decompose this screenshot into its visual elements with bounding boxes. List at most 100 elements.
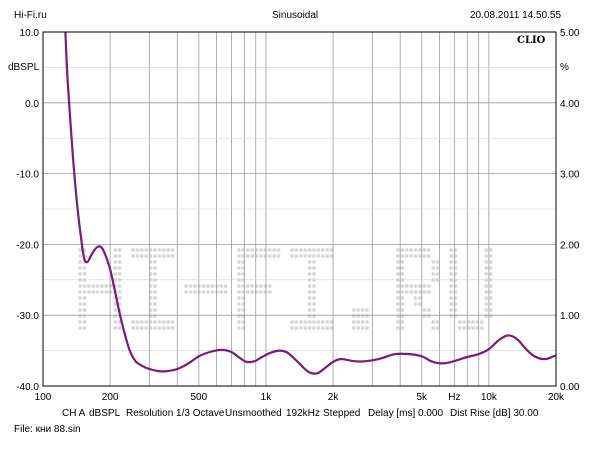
watermark-dot	[488, 290, 493, 294]
x-tick-label: 100	[35, 392, 52, 403]
watermark-dot	[290, 320, 294, 324]
watermark-dot	[157, 254, 162, 258]
watermark-dot	[91, 290, 96, 294]
watermark-dot	[131, 248, 135, 252]
y2-tick-label: 0.00	[560, 382, 580, 393]
watermark-dot	[422, 254, 427, 258]
x-tick-label: 5k	[416, 392, 428, 403]
watermark-dot	[351, 326, 356, 330]
watermark-dot	[294, 254, 299, 258]
y2-tick-label: 3.00	[560, 170, 580, 181]
watermark-dot	[409, 284, 414, 288]
watermark-dot	[237, 248, 241, 252]
watermark-dot	[418, 290, 422, 294]
watermark-dot	[365, 308, 369, 312]
x-tick-label: Hz	[448, 392, 460, 403]
y-axis-label: dBSPL	[8, 62, 40, 73]
watermark-dot	[95, 290, 100, 294]
watermark-dot	[488, 284, 493, 288]
watermark-dot	[303, 248, 308, 252]
watermark-dot	[484, 284, 489, 288]
watermark-dot	[471, 326, 475, 330]
watermark-dot	[237, 302, 241, 306]
watermark-dot	[449, 254, 453, 258]
x-tick-label: 1k	[261, 392, 273, 403]
watermark-dot	[290, 248, 294, 252]
watermark-dot	[131, 326, 135, 330]
watermark-dot	[157, 248, 162, 252]
watermark-dot	[117, 254, 122, 258]
watermark-dot	[153, 260, 157, 264]
watermark-dot	[484, 308, 489, 312]
watermark-dot	[400, 308, 405, 312]
watermark-dot	[113, 326, 118, 330]
watermark-dot	[254, 248, 259, 252]
watermark-dot	[82, 302, 87, 306]
watermark-dot	[113, 260, 118, 264]
watermark-dot	[144, 326, 149, 330]
watermark-dot	[78, 248, 82, 252]
y2-tick-label: 4.00	[560, 99, 580, 110]
watermark-dot	[78, 308, 82, 312]
watermark-dot	[400, 302, 405, 306]
watermark-dot	[223, 284, 228, 288]
watermark-dot	[153, 284, 157, 288]
watermark-dot	[396, 284, 400, 288]
watermark-dot	[303, 254, 308, 258]
watermark-dot	[206, 284, 210, 288]
watermark-dot	[78, 260, 82, 264]
y2-tick-label: 2.00	[560, 240, 580, 251]
watermark-dot	[117, 260, 122, 264]
watermark-dot	[153, 320, 157, 324]
footer-mode: Stepped	[323, 408, 361, 419]
series-layer	[64, 31, 557, 375]
watermark-dot	[294, 320, 299, 324]
watermark-dot	[91, 284, 96, 288]
watermark-dot	[117, 266, 122, 270]
watermark-dot	[400, 296, 405, 300]
y-tick-label: -10.0	[16, 170, 39, 181]
watermark-dot	[95, 284, 100, 288]
watermark-dot	[153, 308, 157, 312]
watermark-dot	[484, 266, 489, 270]
watermark-dot	[254, 254, 259, 258]
watermark-dot	[484, 302, 489, 306]
watermark-dot	[307, 320, 312, 324]
watermark-dot	[396, 320, 400, 324]
watermark-dot	[267, 284, 272, 288]
watermark-dot	[192, 284, 197, 288]
watermark-dot	[356, 308, 361, 312]
watermark-dot	[400, 248, 405, 252]
watermark-dot	[113, 302, 118, 306]
watermark-dot	[223, 290, 228, 294]
y-tick-label: 0.0	[25, 99, 39, 110]
watermark-dot	[263, 248, 268, 252]
watermark-dot	[356, 320, 361, 324]
watermark-dot	[413, 284, 418, 288]
watermark-dot	[426, 290, 431, 294]
watermark-dot	[457, 320, 462, 324]
watermark-dot	[245, 248, 250, 252]
watermark-dot	[161, 248, 166, 252]
watermark-dot	[426, 284, 431, 288]
watermark-dot	[312, 302, 316, 306]
watermark-dot	[426, 248, 431, 252]
watermark-dot	[360, 314, 365, 318]
watermark-dot	[245, 254, 250, 258]
watermark-dot	[404, 284, 409, 288]
watermark-dot	[117, 248, 122, 252]
footer-channel: CH A	[62, 408, 86, 419]
watermark-dot	[316, 248, 321, 252]
watermark-dot	[307, 308, 312, 312]
footer-unit: dBSPL	[89, 408, 121, 419]
watermark-logo	[78, 248, 493, 330]
watermark-dot	[435, 320, 440, 324]
watermark-dot	[192, 290, 197, 294]
watermark-dot	[435, 266, 440, 270]
watermark-dot	[435, 272, 440, 276]
watermark-dot	[78, 254, 82, 258]
watermark-dot	[413, 290, 418, 294]
watermark-dot	[307, 266, 312, 270]
watermark-dot	[488, 248, 493, 252]
x-tick-label: 20k	[548, 392, 565, 403]
